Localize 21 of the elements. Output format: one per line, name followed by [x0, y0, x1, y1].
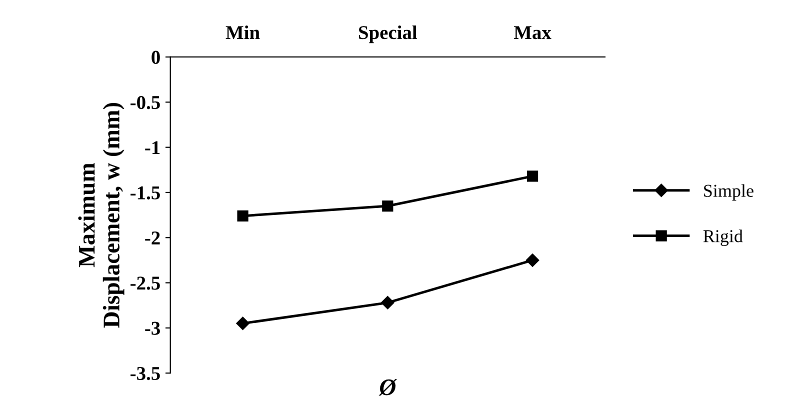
x-axis-title: Ø	[378, 379, 398, 396]
y-tick-label: -3.5	[130, 366, 160, 380]
legend-label: Rigid	[703, 230, 743, 246]
point	[237, 210, 248, 222]
x-tick-label: Special	[358, 25, 418, 44]
y-tick-label: -2.5	[130, 276, 160, 290]
point	[526, 170, 538, 182]
point	[526, 254, 540, 267]
y-tick-label: -2	[145, 231, 160, 244]
point	[236, 316, 250, 330]
x-tick-label: Max	[514, 26, 552, 40]
x-tick-label: Min	[226, 25, 260, 39]
y-tick-label: -3	[145, 322, 160, 335]
y-tick-label: -1.5	[130, 186, 160, 200]
y-tick-label: -0.5	[130, 96, 160, 110]
y-axis-title: Maximum Displacement, w (mm)	[78, 102, 124, 328]
point	[382, 200, 394, 212]
y-tick-label: -1	[145, 141, 160, 154]
legend-label: Simple	[704, 184, 754, 201]
point	[381, 296, 394, 310]
y-tick-label: 0	[152, 50, 160, 64]
